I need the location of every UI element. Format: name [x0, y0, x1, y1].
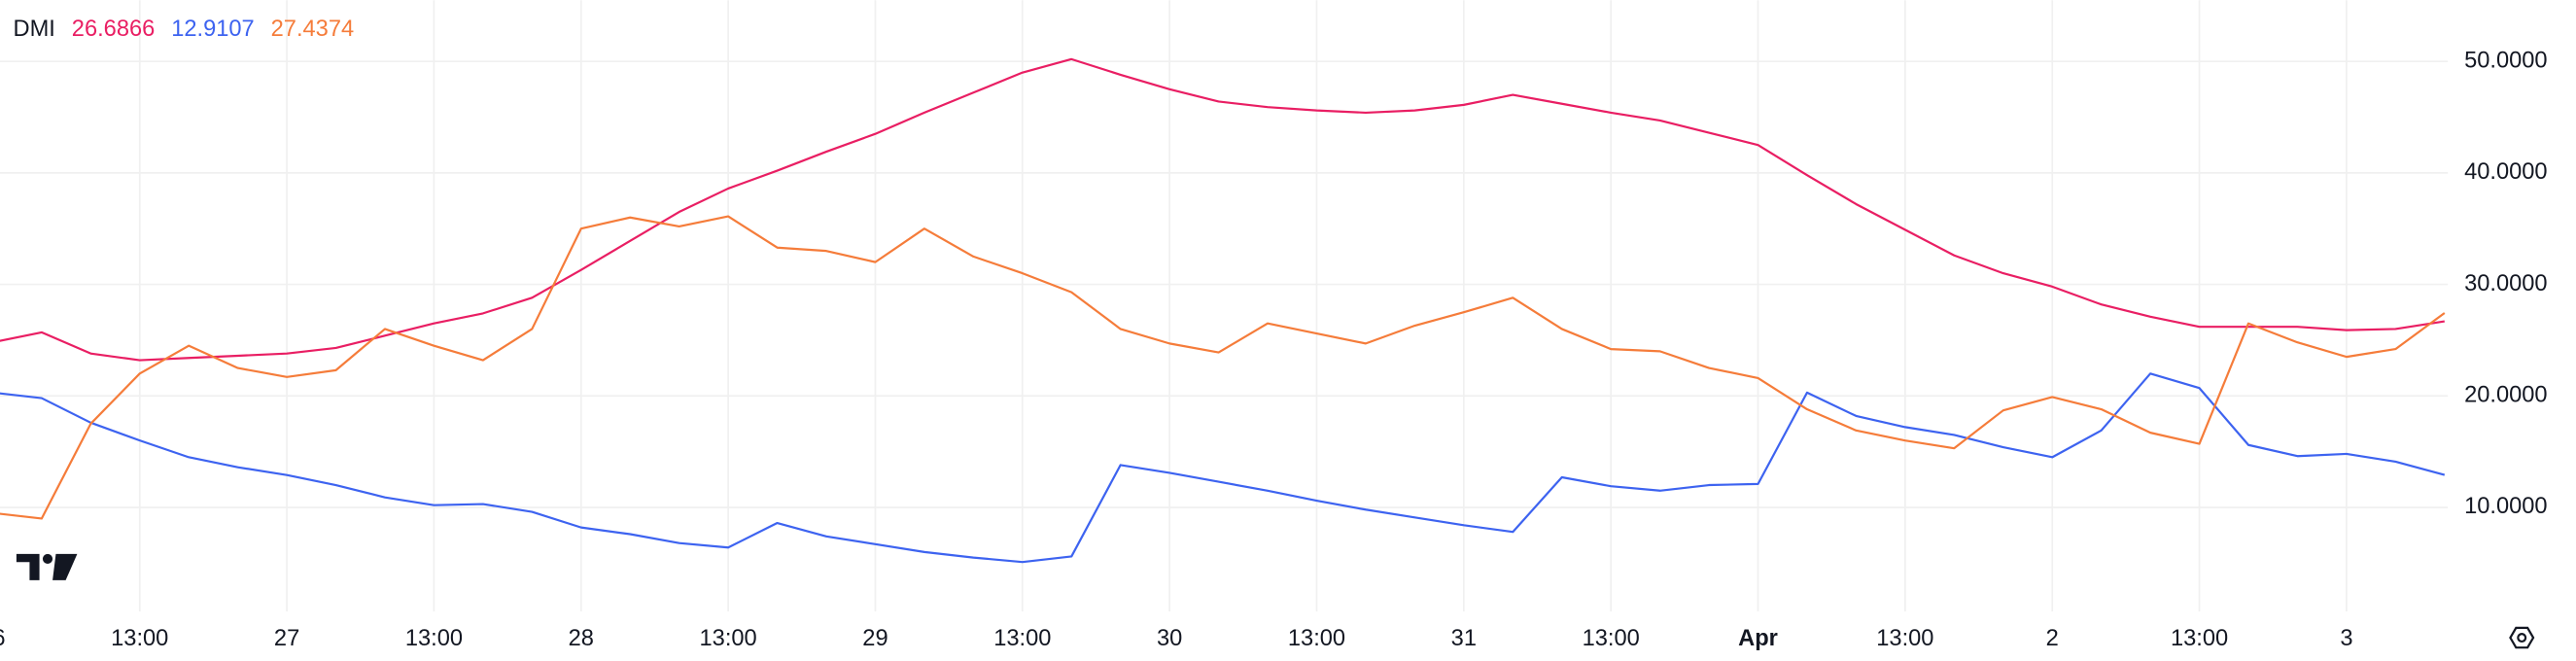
x-tick-label: 29 — [862, 626, 888, 651]
x-tick-label: 13:00 — [405, 626, 463, 651]
x-tick-label: 26 — [0, 626, 6, 651]
x-tick-label: 13:00 — [2171, 626, 2228, 651]
x-tick-label: 2 — [2046, 626, 2059, 651]
y-tick-label: 40.0000 — [2464, 159, 2548, 185]
x-tick-label: 13:00 — [111, 626, 168, 651]
x-tick-label: Apr — [1738, 626, 1778, 651]
x-tick-label: 13:00 — [1288, 626, 1345, 651]
x-tick-label: 13:00 — [1876, 626, 1933, 651]
settings-button[interactable] — [2509, 626, 2535, 649]
dmi-line — [0, 215, 2446, 520]
logo — [16, 553, 78, 580]
plot-area — [0, 57, 2446, 564]
y-tick-label: 50.0000 — [2464, 48, 2548, 73]
legend-value: 26.6866 — [72, 17, 156, 42]
x-tick-label: 30 — [1157, 626, 1182, 651]
x-tick-label: 13:00 — [700, 626, 757, 651]
y-tick-label: 30.0000 — [2464, 271, 2548, 296]
y-tick-label: 10.0000 — [2464, 494, 2548, 519]
legend-value: 27.4374 — [271, 17, 355, 42]
x-tick-label: 3 — [2340, 626, 2352, 651]
x-tick-label: 31 — [1451, 626, 1477, 651]
dmi-line — [0, 57, 2445, 362]
labels: 10.0000 20.0000 30.0000 40.0000 50.0000 26 13:… — [0, 48, 2548, 651]
x-tick-label: 13:00 — [993, 626, 1051, 651]
dmi-line — [0, 372, 2446, 564]
x-tick-label: 13:00 — [1583, 626, 1640, 651]
legend-value: 12.9107 — [171, 17, 255, 42]
x-tick-label: 28 — [569, 626, 594, 651]
y-tick-label: 20.0000 — [2464, 383, 2548, 408]
grid — [0, 0, 2449, 611]
x-tick-label: 27 — [274, 626, 299, 651]
legend-title: DMI — [14, 17, 55, 42]
